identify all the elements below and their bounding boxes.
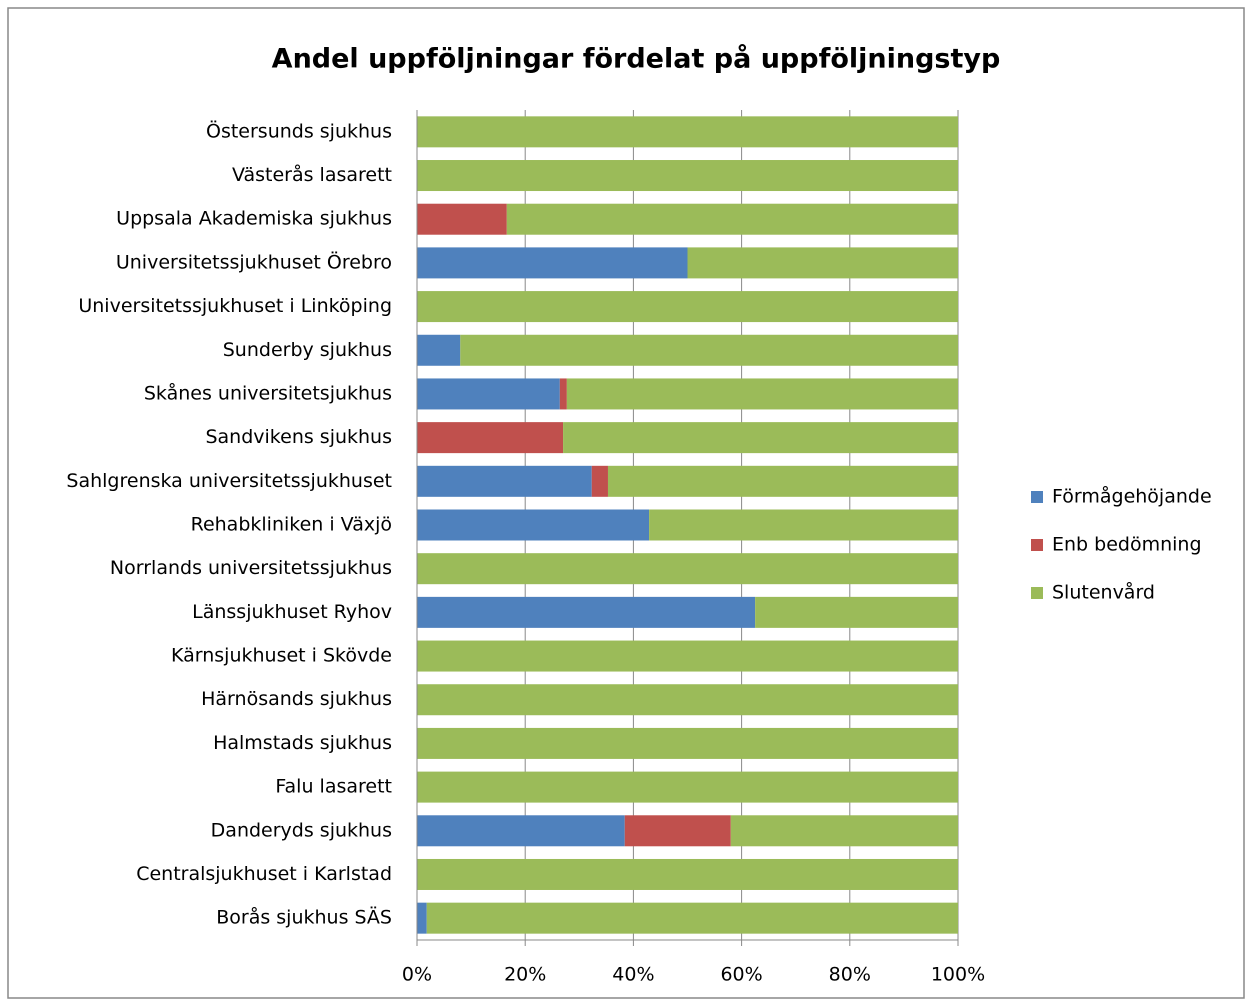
bar-segment: [417, 465, 592, 497]
x-tick-label: 40%: [612, 964, 654, 986]
y-tick-label: Falu lasarett: [275, 776, 392, 798]
bar-segment: [417, 334, 461, 366]
bar-segment: [417, 596, 756, 628]
y-tick-label: Sandvikens sjukhus: [205, 426, 392, 448]
bar-segment: [417, 378, 560, 410]
x-tick-label: 20%: [504, 964, 546, 986]
y-tick-label: Rehabkliniken i Växjö: [191, 514, 392, 536]
legend-swatch: [1031, 491, 1043, 503]
y-tick-label: Länssjukhuset Ryhov: [192, 601, 392, 623]
legend-swatch: [1031, 587, 1043, 599]
x-tick-label: 60%: [720, 964, 762, 986]
bar-segment: [417, 509, 650, 541]
bar-segment: [649, 509, 958, 541]
legend-label: Enb bedömning: [1052, 534, 1202, 556]
bar-segment: [417, 771, 958, 803]
y-tick-label: Borås sjukhus SÄS: [216, 906, 392, 929]
y-tick-label: Centralsjukhuset i Karlstad: [136, 863, 392, 885]
y-tick-label: Danderyds sjukhus: [211, 819, 392, 841]
y-tick-label: Sahlgrenska universitetssjukhuset: [66, 470, 392, 492]
bar-segment: [559, 378, 567, 410]
bar-segment: [417, 640, 958, 672]
bar-segment: [417, 858, 958, 890]
y-tick-label: Skånes universitetsjukhus: [144, 381, 392, 404]
bar-segment: [417, 553, 958, 585]
y-tick-label: Härnösands sjukhus: [201, 688, 392, 710]
bar-segment: [730, 815, 958, 847]
y-tick-label: Universitetssjukhuset i Linköping: [78, 295, 392, 317]
bar-segment: [417, 116, 958, 148]
bar-segment: [687, 247, 958, 279]
bar-segment: [506, 203, 958, 235]
y-tick-label: Norrlands universitetssjukhus: [110, 557, 392, 579]
bar-segment: [417, 684, 958, 716]
bar-segment: [417, 422, 564, 454]
bar-segment: [417, 727, 958, 759]
y-tick-label: Kärnsjukhuset i Skövde: [171, 645, 392, 667]
y-tick-label: Universitetssjukhuset Örebro: [116, 250, 392, 273]
legend-label: Slutenvård: [1052, 581, 1155, 604]
x-tick-label: 100%: [931, 964, 985, 986]
x-tick-label: 0%: [402, 964, 432, 986]
y-tick-label: Västerås lasarett: [232, 163, 392, 186]
bar-segment: [417, 203, 507, 235]
y-tick-label: Östersunds sjukhus: [206, 119, 392, 142]
bar-segment: [563, 422, 958, 454]
bar-segment: [417, 815, 625, 847]
legend-swatch: [1031, 539, 1043, 551]
x-tick-label: 80%: [829, 964, 871, 986]
bar-segment: [417, 160, 958, 192]
bar-segment: [417, 902, 427, 934]
bar-segment: [755, 596, 958, 628]
legend-label: Förmågehöjande: [1052, 485, 1212, 508]
chart-title: Andel uppföljningar fördelat på uppföljn…: [272, 43, 1001, 75]
bar-segment: [417, 291, 958, 323]
bar-segment: [426, 902, 958, 934]
bar-segment: [591, 465, 608, 497]
bar-segment: [624, 815, 731, 847]
bar-segment: [607, 465, 958, 497]
bar-segment: [566, 378, 958, 410]
bar-segment: [460, 334, 958, 366]
y-tick-label: Sunderby sjukhus: [223, 339, 392, 361]
y-tick-label: Halmstads sjukhus: [213, 732, 392, 754]
y-tick-label: Uppsala Akademiska sjukhus: [116, 208, 392, 230]
bar-segment: [417, 247, 688, 279]
